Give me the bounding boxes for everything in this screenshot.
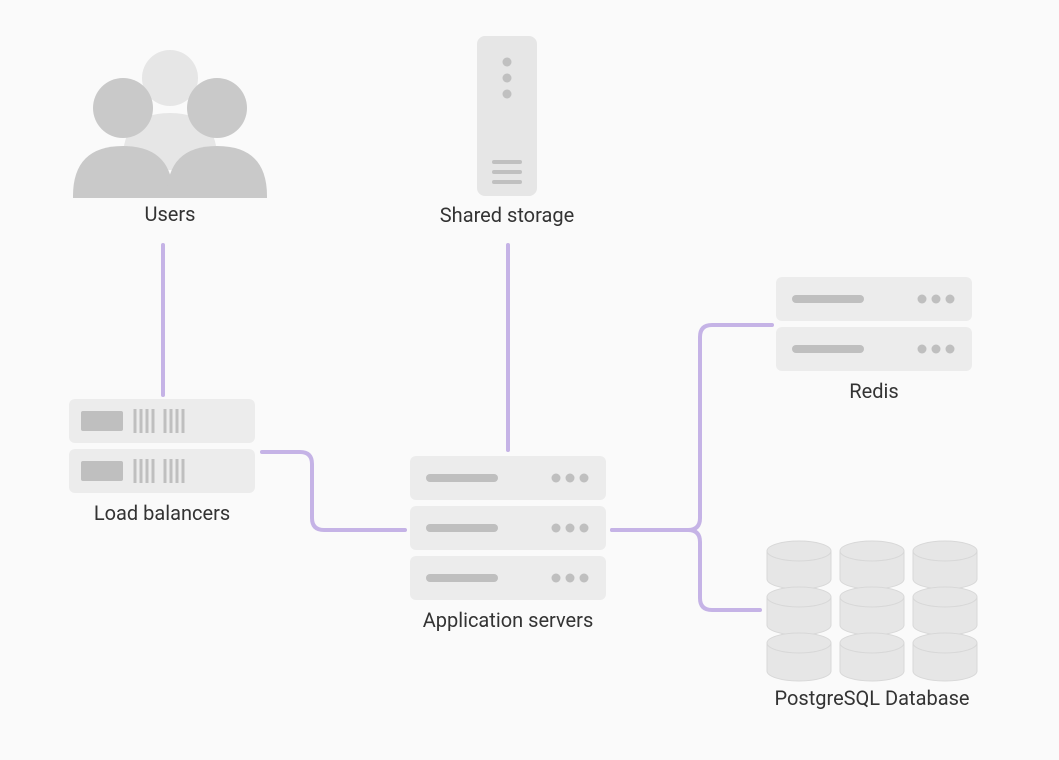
server-pair-icon — [774, 275, 974, 375]
tower-icon — [432, 34, 582, 199]
node-app-servers: Application servers — [408, 454, 608, 632]
node-postgres: PostgreSQL Database — [762, 537, 982, 710]
edge-app_servers-redis — [612, 325, 772, 530]
node-label: Load balancers — [94, 501, 230, 525]
node-label: Redis — [849, 379, 898, 403]
node-label: PostgreSQL Database — [774, 686, 969, 710]
users-icon — [65, 38, 275, 198]
load-balancer-icon — [67, 397, 257, 497]
edge-load_balancers-app_servers — [262, 452, 405, 530]
node-load-balancers: Load balancers — [67, 397, 257, 525]
node-label: Users — [145, 202, 196, 226]
diagram-canvas: Users Shared storage — [0, 0, 1059, 760]
edge-app_servers-postgres — [612, 530, 760, 610]
node-shared-storage: Shared storage — [432, 34, 582, 227]
server-stack-icon — [408, 454, 608, 604]
node-redis: Redis — [774, 275, 974, 403]
node-label: Application servers — [423, 608, 594, 632]
database-cluster-icon — [762, 537, 982, 682]
node-label: Shared storage — [440, 203, 574, 227]
node-users: Users — [65, 38, 275, 226]
